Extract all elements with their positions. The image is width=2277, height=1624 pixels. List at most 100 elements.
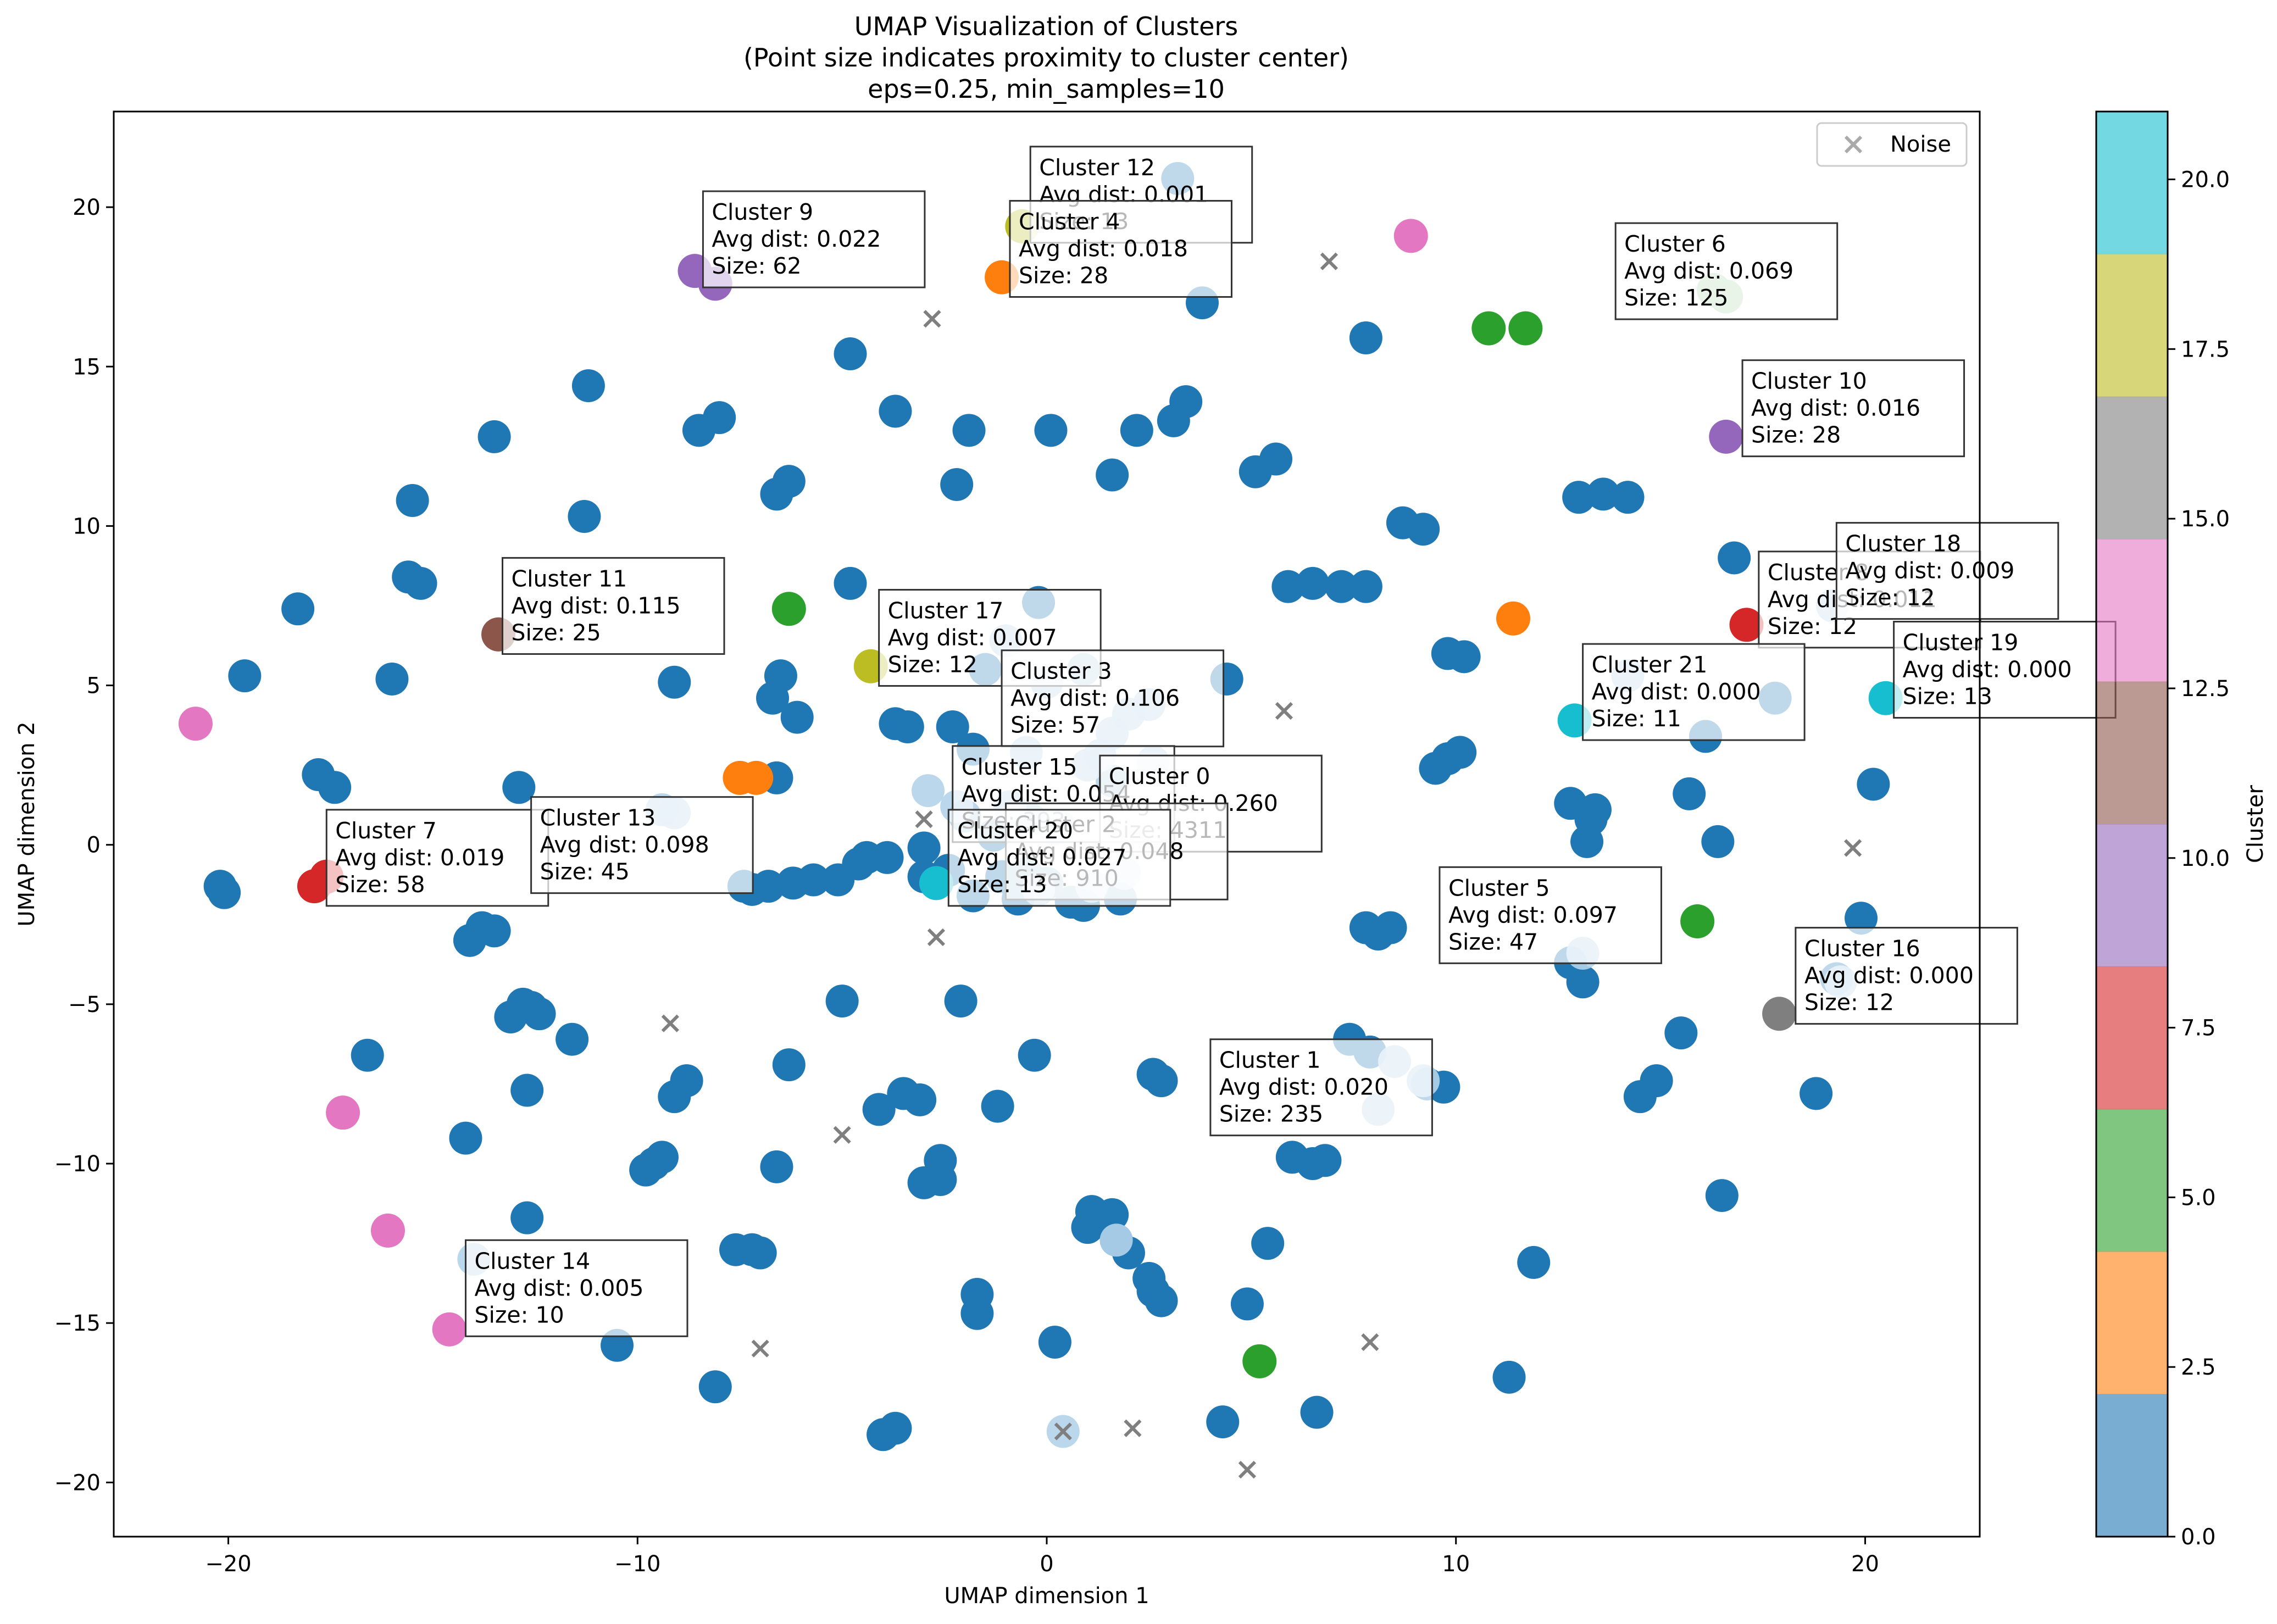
- y-tick-label: −5: [68, 992, 101, 1017]
- cluster-point: [907, 831, 941, 865]
- noise-point: [661, 1014, 679, 1032]
- cluster-point: [1145, 1064, 1178, 1098]
- cluster-point: [780, 700, 814, 734]
- y-tick-label: 20: [73, 195, 101, 220]
- noise-x-stroke: [1275, 702, 1293, 720]
- cluster-point: [351, 1038, 384, 1072]
- annotation-text: Avg dist: 0.097: [1448, 902, 1618, 928]
- cluster-point: [1586, 477, 1620, 511]
- cluster-point: [879, 394, 912, 428]
- colorbar-segment: [2096, 966, 2168, 1110]
- cluster-point: [571, 369, 605, 403]
- cluster-point: [477, 914, 511, 948]
- cluster-point: [1845, 902, 1878, 935]
- annotation-text: Avg dist: 0.106: [1010, 685, 1180, 711]
- annotation-text: Cluster 9: [712, 199, 813, 225]
- noise-x-stroke: [833, 1126, 851, 1144]
- cluster-point: [743, 1236, 777, 1270]
- cluster-point: [1718, 541, 1751, 575]
- annotation-text: Cluster 12: [1039, 154, 1155, 181]
- annotation-text: Avg dist: 0.000: [1592, 678, 1761, 705]
- annotation-text: Cluster 6: [1624, 231, 1726, 257]
- cluster-point: [1566, 965, 1600, 999]
- cluster-point: [1705, 1179, 1739, 1213]
- noise-x-stroke: [923, 310, 941, 328]
- cluster-point: [1325, 570, 1358, 603]
- cluster-point: [1230, 1287, 1264, 1321]
- annotation-text: Size: 11: [1592, 705, 1681, 732]
- noise-point: [1124, 1419, 1142, 1437]
- annotation-text: Avg dist: 0.027: [957, 844, 1126, 871]
- cluster-point: [281, 592, 315, 626]
- colorbar-tick-label: 17.5: [2181, 337, 2230, 362]
- cluster-point: [1800, 1077, 1833, 1110]
- annotation-box: [325, 809, 549, 907]
- cluster-point: [1673, 777, 1706, 810]
- annotation-text: Avg dist: 0.016: [1751, 395, 1920, 421]
- noise-point: [1238, 1461, 1257, 1479]
- colorbar-tick-label: 2.5: [2181, 1355, 2216, 1380]
- annotation-text: Cluster 21: [1592, 652, 1708, 678]
- cluster-point: [960, 1297, 994, 1330]
- cluster-point-colored: [1762, 997, 1797, 1031]
- colorbar-label: Cluster: [2243, 785, 2268, 863]
- cluster-point: [862, 1093, 896, 1126]
- annotation-text: Cluster 1: [1219, 1047, 1321, 1074]
- cluster-point: [1578, 793, 1612, 826]
- colorbar-segment: [2096, 1394, 2168, 1537]
- cluster-point: [502, 771, 536, 804]
- colorbar-border: [2095, 110, 2169, 1538]
- annotation-text: Cluster 4: [1019, 208, 1120, 235]
- noise-x-stroke: [1238, 1461, 1257, 1479]
- cluster-point: [891, 710, 924, 744]
- noise-point: [1275, 702, 1293, 720]
- cluster-point: [1623, 1080, 1657, 1114]
- x-tick-label: 0: [1040, 1551, 1053, 1577]
- annotation-text: Avg dist: 0.098: [540, 832, 709, 858]
- title-line: (Point size indicates proximity to clust…: [743, 43, 1349, 73]
- cluster-point: [658, 1080, 691, 1114]
- annotation-text: Cluster 19: [1903, 630, 2019, 656]
- annotation-box: [502, 557, 725, 655]
- annotation-box: [464, 1239, 688, 1337]
- cluster-point: [318, 771, 352, 804]
- cluster-point: [1517, 1245, 1551, 1279]
- annotation-box: [1741, 359, 1965, 458]
- annotation-text: Avg dist: 0.022: [712, 226, 881, 252]
- cluster-point: [523, 997, 556, 1031]
- annotation-text: Avg dist: 0.007: [888, 624, 1057, 650]
- annotation-text: Size: 57: [1010, 712, 1100, 738]
- cluster-point: [842, 847, 875, 881]
- cluster-point: [658, 665, 691, 699]
- colorbar-tick-label: 20.0: [2181, 168, 2230, 193]
- cluster-point: [510, 1201, 544, 1234]
- legend-noise-marker: [1844, 135, 1863, 154]
- annotation-text: Avg dist: 0.019: [335, 844, 504, 871]
- cluster-point: [1071, 1211, 1104, 1244]
- cluster-point-colored: [1709, 419, 1743, 454]
- annotation-text: Size: 25: [512, 619, 601, 646]
- cluster-point: [981, 1089, 1014, 1123]
- noise-point: [923, 310, 941, 328]
- colorbar-tick-label: 7.5: [2181, 1016, 2216, 1041]
- annotation-text: Avg dist: 0.000: [1903, 657, 2072, 683]
- noise-x-stroke: [751, 1339, 769, 1358]
- x-tick-label: −20: [205, 1551, 251, 1577]
- cluster-point: [1611, 481, 1645, 514]
- cluster-point: [952, 414, 986, 447]
- cluster-point: [494, 1000, 527, 1034]
- cluster-point-light: [1099, 1223, 1133, 1257]
- annotation-box: [947, 809, 1171, 907]
- colorbar-segment: [2096, 112, 2168, 254]
- cluster-point-colored: [1471, 311, 1506, 346]
- annotation-text: Cluster 5: [1448, 875, 1550, 901]
- cluster-point: [1096, 1198, 1129, 1231]
